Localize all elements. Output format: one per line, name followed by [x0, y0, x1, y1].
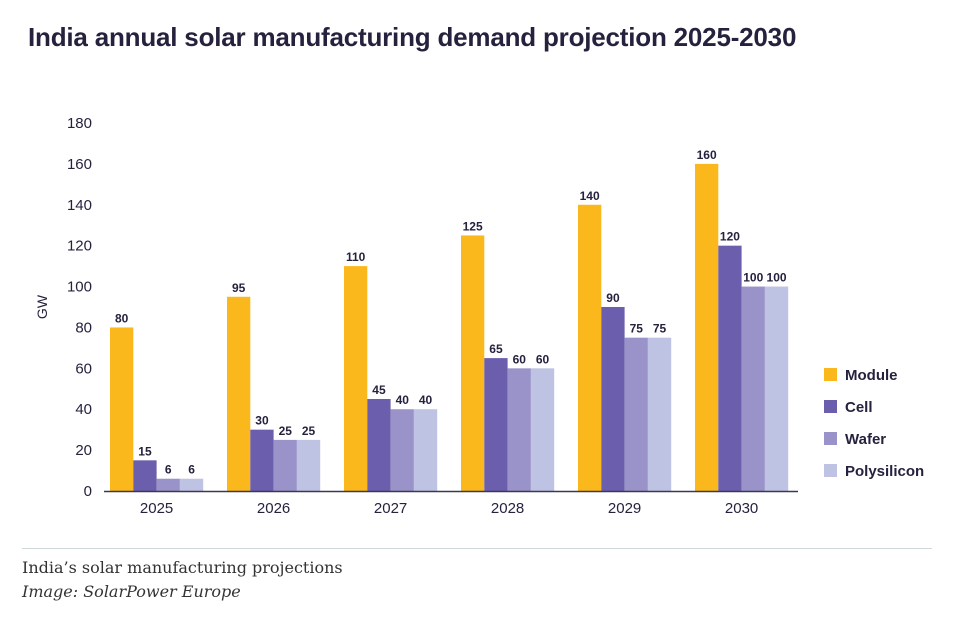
bar-wafer-2028 — [507, 368, 531, 491]
data-label: 75 — [653, 322, 667, 336]
bar-cell-2025 — [133, 460, 157, 491]
bar-polysilicon-2026 — [296, 439, 321, 491]
y-tick-label: 140 — [67, 197, 92, 214]
data-label: 90 — [606, 291, 620, 305]
data-label: 100 — [743, 271, 763, 285]
image-credit: Image: SolarPower Europe — [22, 582, 241, 601]
data-label: 30 — [255, 414, 269, 428]
legend-label-polysilicon: Polysilicon — [845, 463, 924, 480]
data-label: 125 — [463, 219, 483, 233]
legend-swatch-wafer — [824, 432, 837, 445]
bar-polysilicon-2028 — [530, 368, 555, 491]
data-label: 15 — [138, 444, 152, 458]
bar-wafer-2029 — [624, 337, 648, 491]
bar-cell-2027 — [367, 399, 391, 491]
y-tick-label: 160 — [67, 156, 92, 173]
y-tick-label: 120 — [67, 238, 92, 255]
data-label: 120 — [720, 230, 740, 244]
data-label: 80 — [115, 311, 129, 325]
legend-swatch-module — [824, 368, 837, 381]
data-label: 95 — [232, 281, 246, 295]
figure-caption: India’s solar manufacturing projections — [22, 558, 343, 577]
bar-wafer-2027 — [390, 409, 414, 491]
x-tick-label: 2029 — [608, 500, 641, 517]
bar-polysilicon-2030 — [764, 286, 789, 491]
data-label: 6 — [188, 463, 195, 477]
bar-polysilicon-2027 — [413, 409, 438, 491]
bar-module-2026 — [227, 296, 251, 491]
y-axis-label: GW — [34, 294, 50, 319]
data-label: 110 — [346, 250, 366, 264]
bar-chart: 0 20 40 60 80 100 120 140 160 180 GW 80 15 6 6 2025 95 30… — [34, 115, 924, 517]
data-label: 65 — [489, 342, 503, 356]
data-label: 75 — [630, 322, 644, 336]
x-tick-label: 2028 — [491, 500, 524, 517]
bar-module-2027 — [344, 266, 368, 491]
data-label: 160 — [697, 148, 717, 162]
data-label: 45 — [372, 383, 386, 397]
bar-module-2030 — [695, 163, 719, 491]
y-tick-label: 60 — [75, 360, 92, 377]
legend-swatch-polysilicon — [824, 464, 837, 477]
x-tick-label: 2027 — [374, 500, 407, 517]
legend-label-module: Module — [845, 367, 898, 384]
y-tick-label: 100 — [67, 279, 92, 296]
bar-polysilicon-2029 — [647, 337, 672, 491]
caption-divider — [22, 548, 932, 549]
bar-wafer-2025 — [156, 478, 180, 491]
x-tick-label: 2026 — [257, 500, 290, 517]
bar-module-2025 — [110, 327, 134, 491]
legend-label-wafer: Wafer — [845, 431, 886, 448]
bar-polysilicon-2025 — [179, 478, 204, 491]
data-label: 40 — [419, 393, 433, 407]
x-tick-label: 2025 — [140, 500, 173, 517]
data-label: 25 — [279, 424, 293, 438]
bar-module-2029 — [578, 204, 602, 491]
bar-cell-2029 — [601, 307, 625, 491]
y-tick-label: 180 — [67, 115, 92, 132]
bar-wafer-2026 — [273, 439, 297, 491]
bar-cell-2028 — [484, 358, 508, 491]
data-label: 140 — [580, 189, 600, 203]
data-label: 40 — [396, 393, 410, 407]
y-tick-label: 40 — [75, 401, 92, 418]
data-label: 60 — [513, 352, 527, 366]
chart-title: India annual solar manufacturing demand … — [28, 22, 797, 52]
data-label: 100 — [767, 271, 787, 285]
data-label: 6 — [165, 463, 172, 477]
bar-cell-2030 — [718, 245, 742, 491]
data-label: 60 — [536, 352, 550, 366]
x-tick-label: 2030 — [725, 500, 758, 517]
bar-module-2028 — [461, 235, 485, 491]
bar-wafer-2030 — [741, 286, 765, 491]
legend-swatch-cell — [824, 400, 837, 413]
legend-label-cell: Cell — [845, 399, 873, 416]
data-label: 25 — [302, 424, 316, 438]
y-tick-label: 80 — [75, 319, 92, 336]
bar-cell-2026 — [250, 429, 274, 491]
y-tick-label: 0 — [84, 483, 92, 500]
y-tick-label: 20 — [75, 442, 92, 459]
